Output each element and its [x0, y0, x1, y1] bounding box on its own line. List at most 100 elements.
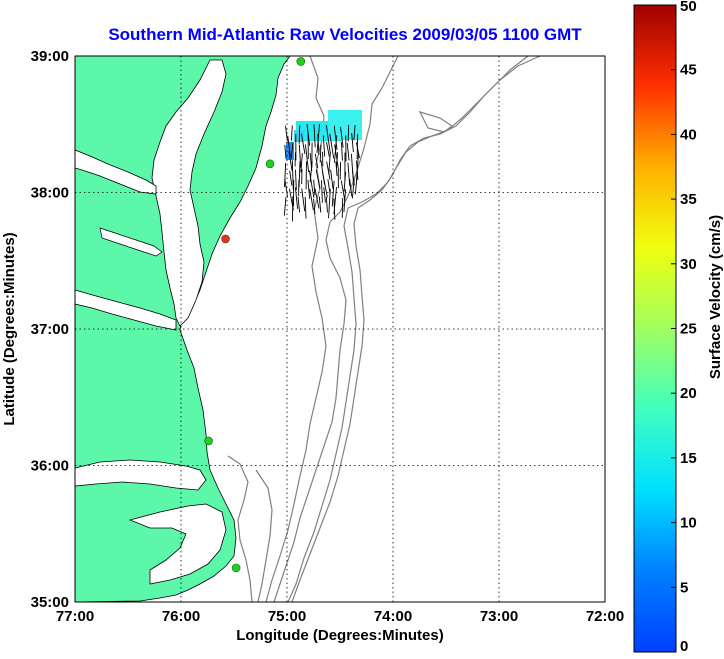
velocity-vector [284, 178, 289, 198]
colorbar-tick-label: 25 [680, 321, 697, 338]
velocity-vector [322, 135, 326, 157]
station-marker [231, 563, 241, 573]
velocity-vector [354, 171, 358, 195]
y-tick-label: 37:00 [31, 321, 69, 338]
velocity-vector [287, 135, 291, 157]
james-river [74, 289, 177, 331]
rappahannock-river [99, 227, 163, 257]
velocity-vector [304, 144, 310, 173]
x-tick-label: 76:00 [162, 608, 200, 625]
velocity-vector [315, 169, 321, 189]
velocity-vector [355, 142, 360, 159]
velocity-vector [290, 125, 293, 141]
colorbar-tick-label: 10 [680, 515, 697, 532]
velocity-vector [351, 133, 354, 153]
potomac-river [74, 149, 157, 195]
velocity-vector [343, 171, 347, 192]
velocity-vector [328, 152, 331, 175]
velocity-vector [347, 124, 350, 142]
velocity-vector [298, 144, 302, 168]
bathymetry-contours [227, 55, 541, 603]
chart-title: Southern Mid-Atlantic Raw Velocities 200… [108, 25, 582, 44]
velocity-vector [295, 169, 297, 191]
station-marker [265, 159, 275, 169]
x-tick-label: 73:00 [480, 608, 518, 625]
x-axis-ticks: 77:00 76:00 75:00 74:00 73:00 72:00 [56, 608, 624, 625]
velocity-vector [326, 161, 331, 180]
colorbar-label: Surface Velocity (cm/s) [707, 215, 724, 379]
velocity-vector [294, 187, 299, 209]
velocity-vector [308, 170, 315, 198]
velocity-vector [328, 188, 331, 219]
x-tick-label: 72:00 [586, 608, 624, 625]
colorbar-tick-label: 40 [680, 126, 697, 143]
velocity-vector [290, 143, 294, 159]
colorbar-tick-label: 30 [680, 256, 697, 273]
station-marker [296, 57, 306, 66]
x-tick-label: 77:00 [56, 608, 94, 625]
albemarle-sound [74, 459, 207, 491]
velocity-vector [325, 196, 328, 213]
velocity-vector [333, 198, 336, 220]
colorbar-tick-label: 5 [680, 579, 688, 596]
velocity-vector [300, 133, 306, 154]
velocity-vector [336, 152, 339, 169]
y-tick-label: 36:00 [31, 458, 69, 475]
colorbar-tick-label: 20 [680, 385, 697, 402]
station-marker [221, 234, 230, 244]
velocity-vector [300, 153, 303, 173]
velocity-vector [346, 143, 350, 161]
velocity-vector [297, 196, 301, 213]
y-axis-ticks: 39:00 38:00 37:00 36:00 35:00 [31, 48, 69, 611]
colorbar-tick-label: 35 [680, 191, 697, 208]
velocity-vector [307, 179, 311, 199]
velocity-vector [298, 125, 301, 144]
velocity-vector [334, 144, 340, 172]
velocity-vector [347, 162, 351, 187]
velocity-vector [340, 180, 346, 201]
y-tick-label: 38:00 [31, 185, 69, 202]
velocity-vector [349, 178, 353, 197]
velocity-vector [335, 161, 338, 176]
x-axis-label: Longitude (Degrees:Minutes) [236, 627, 444, 644]
velocity-vector [284, 162, 287, 188]
x-tick-label: 75:00 [268, 608, 306, 625]
velocity-vector [325, 125, 331, 154]
velocity-vector [301, 188, 306, 212]
velocity-vector [317, 133, 320, 155]
velocity-vector [341, 142, 343, 161]
map-grid [75, 56, 605, 602]
velocity-vector [329, 133, 335, 159]
velocity-vector [285, 125, 288, 142]
velocity-vector [291, 160, 294, 190]
velocity-vector [330, 169, 334, 189]
velocity-vector [314, 188, 320, 209]
velocity-vector [356, 160, 359, 180]
velocity-vector [319, 144, 322, 163]
y-tick-label: 39:00 [31, 48, 69, 65]
pamlico-sound [128, 503, 227, 585]
colorbar-tick-label: 15 [680, 450, 697, 467]
x-tick-label: 74:00 [374, 608, 412, 625]
velocity-vector [323, 187, 326, 203]
y-axis-label: Latitude (Degrees:Minutes) [1, 232, 18, 425]
colorbar-tick-label: 45 [680, 62, 697, 79]
velocity-vector [318, 196, 322, 213]
velocity-vector [340, 126, 344, 148]
velocity-vector [326, 142, 330, 157]
velocity-vector [333, 125, 338, 150]
velocity-vector [313, 198, 316, 215]
colorbar-gradient [633, 4, 677, 653]
velocity-vector [314, 153, 319, 169]
velocity-vector [289, 170, 293, 186]
station-marker [204, 436, 213, 446]
velocity-vector [284, 144, 287, 159]
velocity-vector [321, 171, 328, 198]
velocity-vectors [283, 124, 360, 222]
map-panel [74, 55, 606, 603]
velocity-vector [313, 124, 316, 148]
chesapeake-bay [151, 59, 227, 327]
